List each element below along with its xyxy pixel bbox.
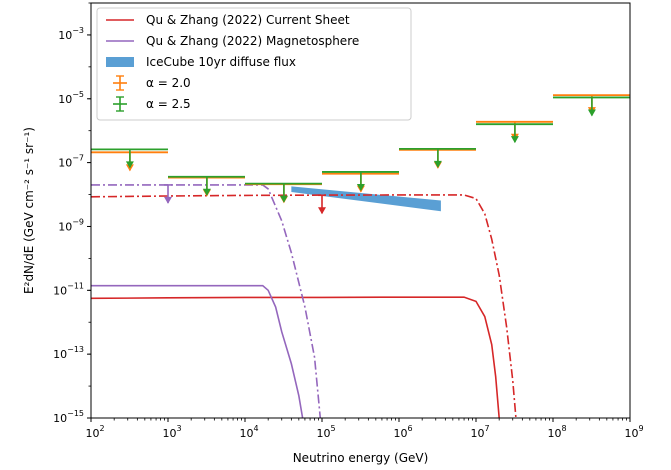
x-tick-label: 104 [239, 424, 258, 440]
upper-limit-1-4-arrow-head [433, 160, 442, 168]
x-tick-label: 103 [162, 424, 181, 440]
y-tick-label: 10−9 [58, 217, 84, 233]
y-tick-label: 10−11 [53, 281, 84, 297]
upper-limit-1-0-arrow-head [125, 161, 134, 169]
y-tick-label: 10−5 [58, 90, 84, 106]
legend-entry: α = 2.0 [113, 75, 191, 91]
x-tick-label: 109 [624, 424, 643, 440]
legend-entry: Qu & Zhang (2022) Magnetosphere [106, 34, 359, 48]
upper-limit-1-3-arrow-head [356, 183, 365, 191]
upper-limit-1-1-arrow-head [202, 188, 211, 196]
legend: Qu & Zhang (2022) Current Sheet Qu & Zhan… [96, 7, 412, 121]
y-tick-label: 10−15 [53, 409, 84, 425]
y-tick-label: 10−3 [58, 26, 84, 42]
series-line-2-solid [91, 284, 304, 418]
legend-entry: Qu & Zhang (2022) Current Sheet [106, 13, 350, 27]
upper-limit-2-0-arrow-head [318, 207, 326, 215]
x-tick-label: 108 [547, 424, 566, 440]
legend-label: α = 2.5 [146, 97, 191, 111]
x-tick-label: 106 [393, 424, 412, 440]
plot-frame [90, 2, 631, 419]
x-axis-label: Neutrino energy (GeV) [293, 451, 429, 465]
icecube-flux-band [291, 186, 441, 212]
upper-limits-2 [318, 194, 326, 215]
legend-label: Qu & Zhang (2022) Current Sheet [146, 13, 350, 27]
upper-limits-1 [91, 96, 630, 203]
series-line-0-solid [91, 296, 500, 418]
legend-label: Qu & Zhang (2022) Magnetosphere [146, 34, 359, 48]
series-line-3-dashdot [91, 184, 322, 418]
legend-swatch-band [106, 57, 134, 67]
legend-entry: α = 2.5 [113, 96, 191, 112]
y-tick-label: 10−7 [58, 154, 84, 170]
series-line-1-dashdot [91, 194, 517, 418]
x-tick-label: 102 [85, 424, 104, 440]
y-axis-label: E²dN/dE (GeV cm⁻² s⁻¹ sr⁻¹) [22, 127, 36, 294]
upper-limits-3 [164, 184, 172, 204]
upper-limit-3-0-arrow-head [164, 196, 172, 204]
legend-entry: IceCube 10yr diffuse flux [106, 55, 296, 69]
legend-frame [96, 7, 412, 121]
legend-label: α = 2.0 [146, 76, 191, 90]
x-tick-label: 107 [470, 424, 489, 440]
y-tick-label: 10−13 [53, 345, 84, 361]
upper-limit-1-2-arrow-head [279, 195, 288, 203]
upper-limit-1-6-arrow-head [587, 109, 596, 117]
x-tick-label: 105 [316, 424, 335, 440]
legend-label: IceCube 10yr diffuse flux [146, 55, 296, 69]
upper-limit-1-5-arrow-head [510, 136, 519, 144]
